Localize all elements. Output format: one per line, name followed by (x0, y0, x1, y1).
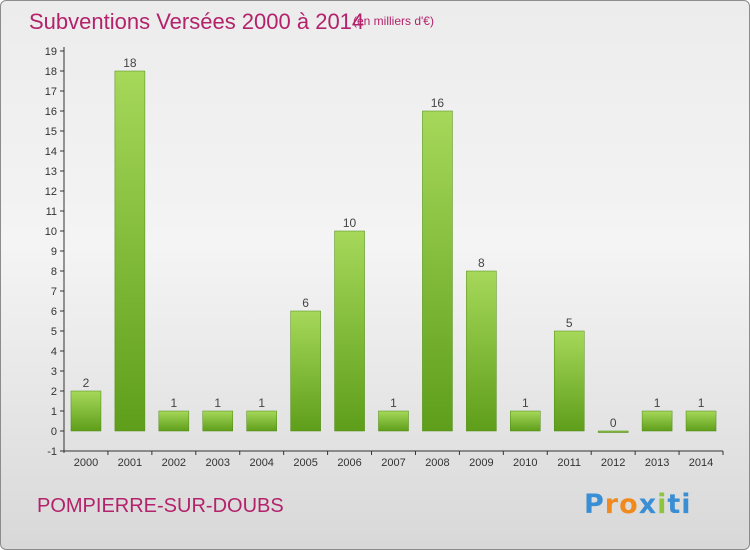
proxiti-logo: Proxiti (584, 489, 692, 520)
bar (114, 70, 146, 432)
bar (422, 110, 453, 432)
y-tick-label: 17 (45, 86, 57, 98)
chart-unit-label: (en milliers d'€) (353, 14, 434, 28)
y-tick-label: 3 (51, 366, 57, 378)
y-tick-label: 14 (45, 146, 57, 158)
x-tick-label: 2010 (513, 457, 537, 469)
x-tick-label: 2005 (293, 457, 317, 469)
commune-name: POMPIERRE-SUR-DOUBS (37, 495, 284, 517)
logo-letter: o (619, 489, 639, 520)
bar-value-label: 1 (214, 396, 221, 410)
bar-value-label: 0 (610, 416, 617, 430)
bar-value-label: 10 (343, 216, 357, 230)
bar-value-label: 8 (478, 256, 485, 270)
y-tick-label: 19 (45, 46, 57, 58)
bar (466, 270, 497, 432)
x-tick-label: 2006 (337, 457, 361, 469)
y-tick-label: 15 (45, 126, 57, 138)
bar (641, 410, 673, 432)
y-tick-label: 12 (45, 186, 57, 198)
bar-value-label: 2 (83, 376, 90, 390)
y-tick-label: 4 (51, 346, 57, 358)
bar (510, 410, 541, 432)
y-tick-label: 6 (51, 306, 57, 318)
y-tick-label: 10 (45, 226, 57, 238)
bar (246, 410, 277, 432)
bar-value-label: 6 (302, 296, 309, 310)
bar-value-label: 1 (654, 396, 661, 410)
y-tick-label: 11 (46, 206, 57, 218)
x-tick-label: 2013 (645, 457, 669, 469)
y-tick-label: 18 (45, 66, 57, 78)
bar (553, 330, 585, 432)
x-tick-label: 2000 (74, 457, 98, 469)
x-tick-label: 2001 (118, 457, 142, 469)
y-tick-label: 7 (51, 286, 57, 298)
x-tick-label: 2003 (206, 457, 230, 469)
bar (597, 430, 629, 433)
bar-value-label: 18 (123, 56, 137, 70)
bar (378, 410, 409, 432)
bar-value-label: 16 (431, 96, 445, 110)
bar-value-label: 1 (390, 396, 397, 410)
x-tick-label: 2007 (381, 457, 405, 469)
logo-letter: i (681, 489, 692, 520)
bar (685, 410, 717, 432)
x-tick-label: 2011 (557, 457, 581, 469)
y-tick-label: -1 (47, 446, 57, 458)
bar (158, 410, 190, 432)
x-tick-label: 2014 (689, 457, 713, 469)
bar-value-label: 1 (170, 396, 177, 410)
y-tick-label: 9 (51, 246, 57, 258)
bar (70, 390, 102, 432)
bar-value-label: 1 (258, 396, 265, 410)
logo-letter: t (667, 489, 682, 520)
logo-letter: i (657, 489, 668, 520)
bar-value-label: 5 (566, 316, 573, 330)
logo-letter: P (584, 489, 605, 520)
x-tick-label: 2012 (601, 457, 625, 469)
y-tick-label: 16 (45, 106, 57, 118)
y-tick-label: 8 (51, 266, 57, 278)
y-tick-label: 5 (51, 326, 57, 338)
y-tick-label: 0 (51, 426, 57, 438)
logo-letter: r (604, 489, 620, 520)
y-tick-label: 2 (51, 386, 57, 398)
chart-title: Subventions Versées 2000 à 2014 (29, 9, 365, 34)
x-tick-label: 2009 (469, 457, 493, 469)
bar (290, 310, 321, 432)
bar-value-label: 1 (698, 396, 705, 410)
x-tick-label: 2008 (425, 457, 449, 469)
y-tick-label: 1 (51, 406, 57, 418)
bar (202, 410, 234, 432)
x-tick-label: 2002 (162, 457, 186, 469)
y-tick-label: 13 (45, 166, 57, 178)
bar-value-label: 1 (522, 396, 529, 410)
logo-letter: x (638, 489, 658, 520)
x-tick-label: 2004 (249, 457, 273, 469)
bar (334, 230, 365, 432)
